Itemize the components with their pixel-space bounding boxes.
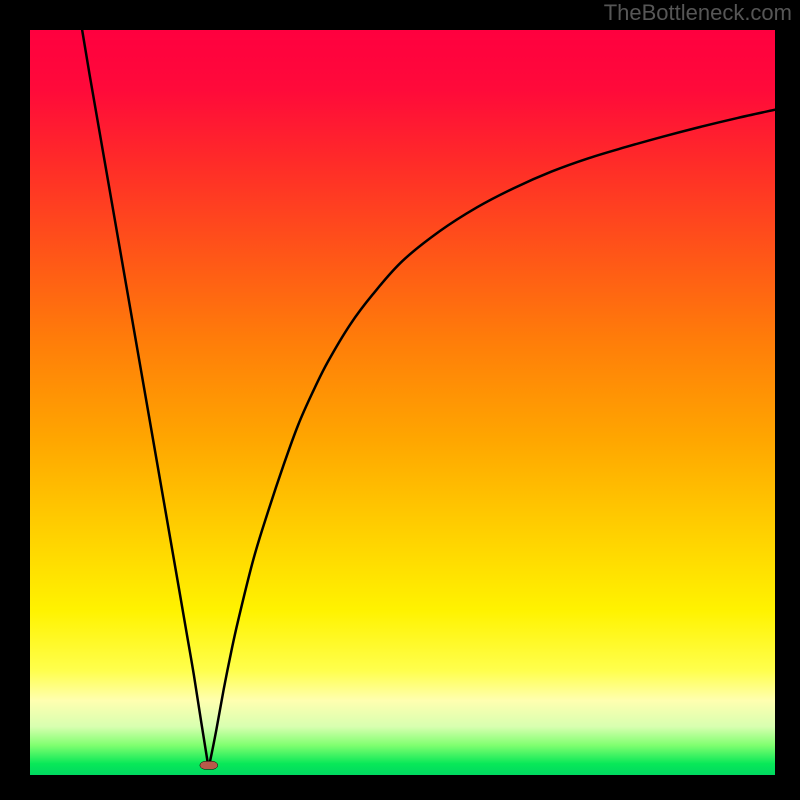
watermark-text: TheBottleneck.com xyxy=(604,0,792,26)
chart-container xyxy=(30,30,775,775)
gradient-background xyxy=(30,30,775,775)
bottleneck-curve-chart xyxy=(30,30,775,775)
optimal-point-marker xyxy=(200,761,218,769)
